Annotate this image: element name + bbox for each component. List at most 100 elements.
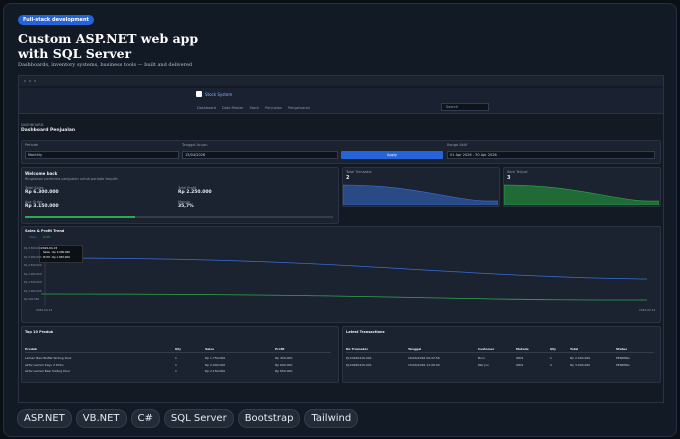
- cell: Rp 1.750.000: [205, 356, 226, 360]
- cell: QRIS: [516, 356, 524, 360]
- cell: Aktiv Lemari Besi Sliding Door: [25, 369, 71, 373]
- tag: Bootstrap: [237, 409, 301, 428]
- column-header: Profit: [275, 347, 285, 351]
- cell: 1: [175, 362, 177, 367]
- nav-item[interactable]: Pengeluaran: [288, 106, 311, 110]
- area: [504, 184, 659, 205]
- welcome-card: [21, 167, 339, 224]
- nav: Dashboard Data Master Stock Penjualan Pengel…: [197, 106, 310, 110]
- tooltip-date: 2026-04-15: [41, 246, 58, 250]
- screenshot: Stock System Dashboard Data Master Stock Pe…: [18, 75, 664, 403]
- cell: 1: [175, 356, 177, 360]
- legend-item: Sales: [29, 235, 37, 239]
- column-header: Customer: [478, 347, 495, 351]
- navbar: [19, 88, 663, 114]
- cell: 16/04/2026 09:22:56: [408, 356, 440, 360]
- x-tick-label: 2026-04-15: [639, 308, 656, 312]
- search[interactable]: Search: [441, 103, 489, 111]
- y-tick-label: Rp 3.500.000: [24, 247, 42, 250]
- nav-item[interactable]: Data Master: [222, 106, 244, 110]
- stat-label: Total Sales: [25, 186, 44, 190]
- stat-label: Avg Order: [25, 200, 43, 204]
- apply-button[interactable]: Apply: [341, 151, 443, 159]
- nav-item[interactable]: Dashboard: [197, 106, 216, 110]
- cell: Rp 3.900.000: [570, 362, 591, 367]
- y-tick-label: Rp 3.000.000: [24, 255, 42, 259]
- welcome-title: Welcome back: [25, 171, 58, 176]
- sparkline: [504, 184, 659, 205]
- stat-label: Margin: [178, 200, 190, 204]
- window-bar: [19, 76, 663, 86]
- date-input[interactable]: 15/04/2026: [182, 151, 338, 159]
- nav-item[interactable]: Penjualan: [265, 106, 283, 110]
- dot: [24, 80, 26, 82]
- cell: Pak jon: [478, 362, 489, 367]
- dot: [29, 80, 31, 82]
- y-tick-label: Rp 1.000.000: [24, 289, 42, 293]
- cell: Rp 650.000: [275, 369, 293, 373]
- cell: PJ-20260416-001: [346, 356, 372, 360]
- logo: [196, 91, 202, 97]
- tag: C#: [130, 409, 160, 428]
- column-header: Status: [616, 347, 627, 351]
- column-header: Total: [570, 347, 579, 351]
- x-tick-label: 2026-04-15: [36, 308, 53, 312]
- title: Custom ASP.NET web app with SQL Server: [18, 31, 199, 61]
- area: [343, 184, 498, 205]
- stat-value: Rp 6.300.000: [25, 190, 59, 195]
- stat-label: Total Profit: [178, 186, 197, 190]
- label: Range Aktif: [447, 143, 468, 147]
- trend-title: Sales & Profit Trend: [25, 229, 65, 233]
- products-card: [21, 326, 339, 383]
- cell: Rp 2.150.000: [205, 369, 226, 373]
- label: Periode: [25, 143, 39, 147]
- kpi-label: Total Transaksi: [346, 170, 372, 174]
- header-rule: [25, 352, 331, 353]
- range: 01 Apr 2026 - 30 Apr 2026: [447, 151, 655, 159]
- progress-bar: [25, 216, 135, 218]
- stat-value: Rp 3.150.000: [25, 204, 59, 209]
- y-tick-label: Rp 2.500.000: [24, 264, 42, 267]
- subtitle: Dashboards, inventory systems, business …: [18, 62, 193, 68]
- cell: PJ-20260415-001: [346, 362, 372, 367]
- column-header: Qty: [175, 347, 181, 351]
- badge: Full-stack development: [18, 15, 94, 25]
- sparkline: [343, 184, 498, 205]
- tooltip-line: Sales : Rp 2.900.000: [43, 251, 70, 254]
- tag: VB.NET: [75, 409, 127, 428]
- stat-value: Rp 2.250.000: [178, 190, 212, 195]
- cell: PENDING: [616, 362, 630, 367]
- column-header: Sales: [205, 347, 215, 351]
- cell: Rp 2.400.000: [570, 356, 591, 360]
- kpi-value: 3: [507, 175, 511, 181]
- page-title: Dashboard Penjualan: [21, 128, 76, 133]
- cell: 1: [550, 356, 552, 360]
- select[interactable]: Monthly: [25, 151, 179, 159]
- cell: Lemari Besi Buffet Sliding Door: [25, 356, 72, 360]
- sales-line: [41, 257, 648, 280]
- welcome-text: Ringkasan performa penjualan untuk perio…: [25, 177, 118, 181]
- cell: PENDING: [616, 356, 630, 360]
- cell: Aktiv Lemari Kayu 2 Pintu: [25, 362, 64, 367]
- y-tick-label: Rp 1.500.000: [24, 281, 42, 284]
- cell: 2: [550, 362, 552, 367]
- cell: Rp 600.000: [275, 362, 293, 367]
- nav-item[interactable]: Stock: [249, 106, 260, 110]
- table-title: Top 10 Produk: [25, 330, 54, 334]
- table-title: Latest Transactions: [346, 330, 385, 334]
- cell: 15/04/2026 13:26:04: [408, 362, 440, 367]
- kpi-label: Item Terjual: [507, 170, 528, 174]
- y-tick-label: Rp 2.000.000: [24, 272, 42, 276]
- tag: ASP.NET: [17, 409, 72, 428]
- kpi-value: 2: [346, 175, 350, 181]
- tooltip-line: Profit : Rp 1.050.000: [43, 255, 70, 259]
- tooltip: [39, 245, 83, 263]
- brand: Stock System: [205, 92, 233, 97]
- trend-card: [21, 226, 661, 323]
- cell: Boni: [478, 356, 485, 360]
- column-header: Tanggal: [408, 347, 422, 351]
- tags: ASP.NET VB.NET C# SQL Server Bootstrap Tailwi…: [17, 409, 359, 428]
- trend-plot: [41, 246, 648, 306]
- breadcrumb: DASHBOARD: [21, 123, 44, 127]
